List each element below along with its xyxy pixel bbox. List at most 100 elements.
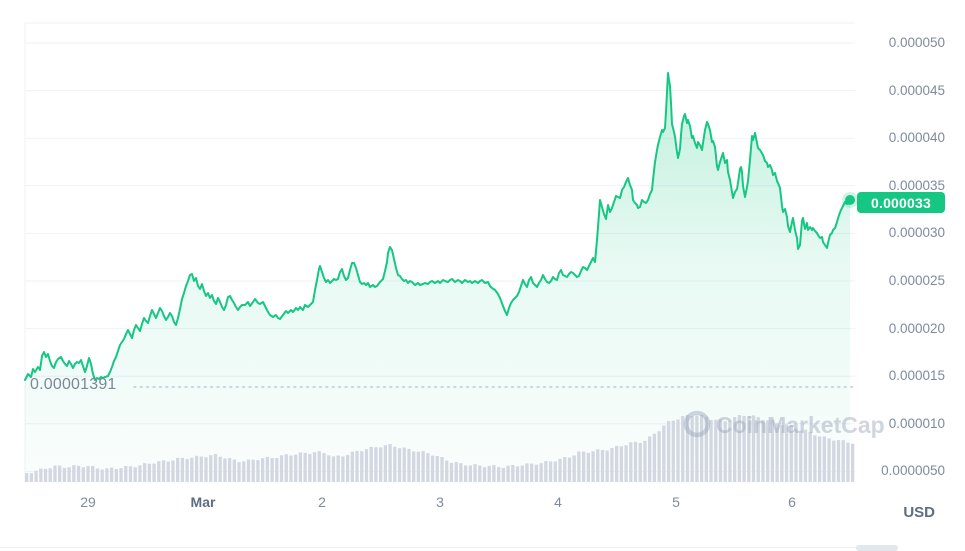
- volume-bar: [846, 442, 850, 482]
- volume-bar: [544, 461, 548, 482]
- volume-bar: [558, 458, 562, 482]
- reference-price-label: 0.00001391: [30, 376, 117, 393]
- volume-bar: [322, 453, 326, 482]
- volume-bar: [251, 459, 255, 482]
- volume-bar: [704, 416, 708, 482]
- volume-bar: [81, 467, 85, 482]
- volume-bar: [62, 467, 67, 482]
- volume-bar: [492, 465, 496, 482]
- volume-bar: [454, 462, 458, 482]
- coinmarketcap-watermark-text: CoinMarketCap: [716, 412, 885, 438]
- volume-bar: [327, 455, 331, 482]
- volume-bar: [279, 455, 284, 482]
- volume-bar: [572, 455, 576, 482]
- x-axis-label-29: 29: [80, 494, 96, 510]
- volume-bar: [671, 420, 675, 482]
- volume-bar: [289, 455, 293, 482]
- volume-bar: [610, 448, 614, 482]
- volume-bar: [270, 458, 274, 482]
- volume-bar: [629, 442, 633, 482]
- volume-bar: [152, 463, 156, 482]
- volume-bar: [223, 458, 227, 482]
- volume-bar: [638, 442, 642, 482]
- volume-bars: [25, 414, 855, 482]
- volume-bar: [714, 419, 718, 482]
- volume-bar: [369, 446, 373, 482]
- volume-bar: [261, 458, 265, 482]
- volume-bar: [199, 456, 203, 482]
- volume-bar: [317, 451, 321, 482]
- volume-bar: [563, 457, 567, 482]
- volume-bar: [284, 454, 288, 482]
- volume-bar: [449, 462, 454, 482]
- volume-bar: [567, 457, 572, 482]
- volume-bar: [690, 416, 694, 482]
- y-axis-label: 0.000035: [888, 177, 945, 193]
- volume-bar: [657, 431, 661, 482]
- price-area-fill: [25, 73, 850, 482]
- volume-bar: [619, 446, 624, 482]
- volume-bar: [242, 461, 246, 482]
- volume-bar: [412, 451, 416, 482]
- volume-bar: [478, 465, 482, 482]
- price-line: [24, 72, 851, 381]
- current-price-badge: 0.000033: [857, 192, 945, 213]
- volume-bar: [350, 451, 354, 482]
- volume-bar: [784, 424, 789, 482]
- horizontal-scrollbar-thumb[interactable]: [856, 545, 898, 551]
- volume-bar: [506, 465, 510, 482]
- volume-bar: [43, 468, 48, 482]
- volume-bar: [430, 455, 435, 482]
- volume-bar: [209, 455, 213, 482]
- volume-bar: [553, 461, 557, 482]
- volume-bar: [355, 450, 359, 482]
- volume-bar: [591, 451, 595, 482]
- volume-bar: [695, 415, 699, 482]
- volume-bar: [218, 456, 222, 482]
- volume-bar: [345, 454, 350, 482]
- volume-bar: [813, 435, 817, 482]
- y-axis-label: 0.000050: [888, 35, 945, 50]
- volume-bar: [227, 458, 232, 482]
- volume-bar: [808, 431, 812, 482]
- volume-bar: [204, 457, 208, 482]
- volume-bar: [520, 465, 524, 482]
- volume-bar: [171, 460, 175, 482]
- x-axis-label-3: 3: [436, 494, 444, 510]
- volume-bar: [421, 451, 425, 482]
- volume-bar: [709, 420, 713, 482]
- volume-bar: [331, 456, 336, 482]
- volume-bar: [76, 465, 81, 482]
- volume-bar: [128, 466, 133, 482]
- volume-bar: [699, 414, 704, 482]
- volume-bar: [341, 456, 345, 482]
- volume-bar: [723, 421, 727, 482]
- volume-bar: [185, 459, 189, 482]
- volume-bar: [194, 455, 199, 482]
- volume-bar: [676, 419, 680, 482]
- volume-bar: [275, 458, 279, 482]
- volume-bar: [633, 441, 638, 482]
- volume-bar: [95, 468, 100, 482]
- volume-bar: [360, 451, 364, 482]
- volume-bar: [515, 466, 520, 482]
- volume-bar: [393, 446, 397, 482]
- volume-bar: [718, 419, 723, 482]
- volume-bar: [643, 440, 647, 482]
- volume-bar: [548, 461, 553, 482]
- volume-bar: [817, 436, 822, 482]
- volume-bar: [294, 454, 298, 482]
- x-axis-label-6: 6: [788, 494, 796, 510]
- volume-bar: [487, 465, 491, 482]
- volume-bar: [832, 440, 836, 482]
- volume-bar: [237, 462, 241, 482]
- volume-bar: [58, 465, 62, 482]
- volume-bar: [770, 420, 775, 482]
- volume-bar: [312, 452, 317, 482]
- volume-bar: [501, 467, 506, 482]
- volume-bar: [747, 416, 751, 482]
- volume-bar: [803, 429, 808, 482]
- volume-bar: [742, 415, 746, 482]
- volume-bar: [67, 467, 71, 482]
